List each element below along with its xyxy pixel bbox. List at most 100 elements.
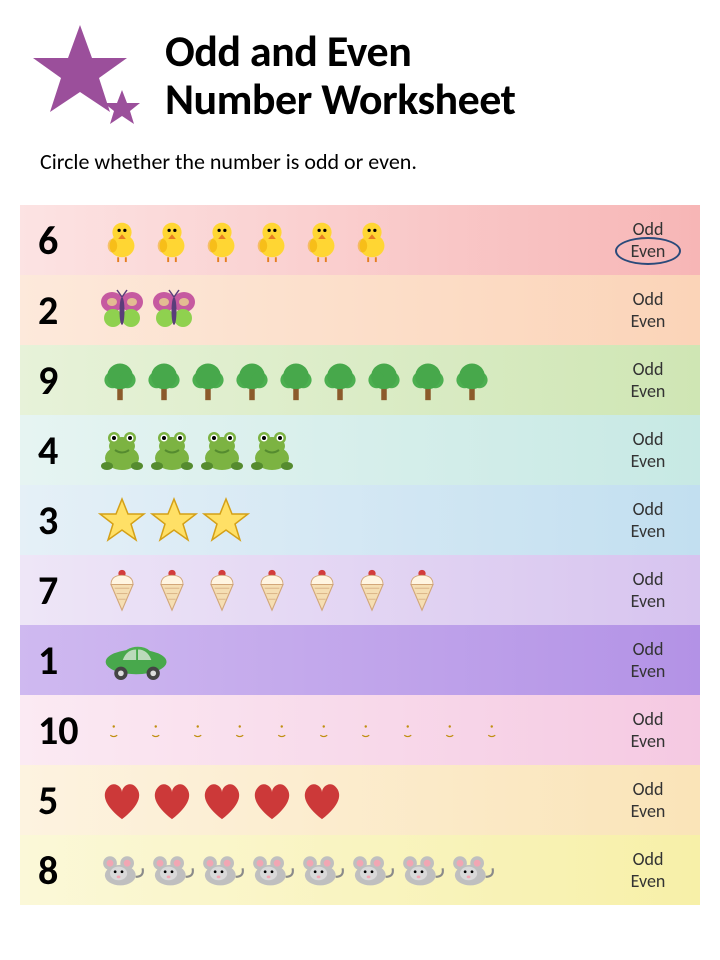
chick-icon bbox=[248, 216, 296, 264]
icecream-icon bbox=[198, 566, 246, 614]
tree-icon bbox=[142, 356, 186, 404]
mouse-icon bbox=[298, 846, 346, 894]
answer-even[interactable]: Even bbox=[608, 310, 688, 333]
chick-icon bbox=[148, 216, 196, 264]
answer-options: OddEven bbox=[608, 498, 688, 543]
star-logo-icon bbox=[30, 20, 150, 130]
moon-icon bbox=[476, 706, 518, 754]
answer-even[interactable]: Even bbox=[608, 660, 688, 683]
answer-even[interactable]: Even bbox=[608, 800, 688, 823]
moon-icon bbox=[224, 706, 266, 754]
tree-icon bbox=[230, 356, 274, 404]
row-number: 3 bbox=[38, 496, 98, 545]
answer-even[interactable]: Even bbox=[608, 450, 688, 473]
moon-icon bbox=[392, 706, 434, 754]
answer-even[interactable]: Even bbox=[608, 590, 688, 613]
answer-even[interactable]: Even bbox=[608, 520, 688, 543]
title-line-2: Number Worksheet bbox=[165, 75, 515, 123]
answer-options: OddEven bbox=[608, 358, 688, 403]
heart-icon bbox=[298, 776, 346, 824]
frog-icon bbox=[198, 426, 246, 474]
row-icons bbox=[98, 695, 608, 765]
page-title: Odd and Even Number Worksheet bbox=[165, 27, 515, 124]
mouse-icon bbox=[448, 846, 496, 894]
worksheet-row: 6 bbox=[20, 205, 700, 275]
tree-icon bbox=[450, 356, 494, 404]
mouse-icon bbox=[98, 846, 146, 894]
row-number: 10 bbox=[38, 706, 98, 755]
butterfly-icon bbox=[150, 286, 198, 334]
answer-even[interactable]: Even bbox=[608, 730, 688, 753]
moon-icon bbox=[140, 706, 182, 754]
mouse-icon bbox=[248, 846, 296, 894]
answer-even[interactable]: Even bbox=[608, 240, 688, 263]
car-icon bbox=[98, 636, 178, 684]
answer-odd[interactable]: Odd bbox=[608, 498, 688, 521]
worksheet-row: 9 bbox=[20, 345, 700, 415]
chick-icon bbox=[198, 216, 246, 264]
tree-icon bbox=[406, 356, 450, 404]
answer-even[interactable]: Even bbox=[608, 870, 688, 893]
mouse-icon bbox=[398, 846, 446, 894]
frog-icon bbox=[98, 426, 146, 474]
answer-options: OddEven bbox=[608, 638, 688, 683]
row-icons bbox=[98, 345, 608, 415]
icecream-icon bbox=[148, 566, 196, 614]
mouse-icon bbox=[198, 846, 246, 894]
moon-icon bbox=[266, 706, 308, 754]
row-icons bbox=[98, 415, 608, 485]
row-icons bbox=[98, 625, 608, 695]
row-icons bbox=[98, 765, 608, 835]
row-icons bbox=[98, 555, 608, 625]
moon-icon bbox=[350, 706, 392, 754]
worksheet-row: 1 OddEven bbox=[20, 625, 700, 695]
row-number: 7 bbox=[38, 566, 98, 615]
chick-icon bbox=[98, 216, 146, 264]
tree-icon bbox=[318, 356, 362, 404]
answer-odd[interactable]: Odd bbox=[608, 428, 688, 451]
row-number: 8 bbox=[38, 846, 98, 895]
row-icons bbox=[98, 485, 608, 555]
answer-options: OddEven bbox=[608, 778, 688, 823]
row-number: 5 bbox=[38, 776, 98, 825]
row-icons bbox=[98, 835, 608, 905]
row-number: 2 bbox=[38, 286, 98, 335]
title-line-1: Odd and Even bbox=[165, 27, 515, 75]
header: Odd and Even Number Worksheet bbox=[0, 0, 720, 140]
answer-odd[interactable]: Odd bbox=[608, 708, 688, 731]
moon-icon bbox=[182, 706, 224, 754]
worksheet-row: 2 OddEven bbox=[20, 275, 700, 345]
answer-options: OddEven bbox=[608, 708, 688, 753]
answer-odd[interactable]: Odd bbox=[608, 568, 688, 591]
answer-odd[interactable]: Odd bbox=[608, 778, 688, 801]
answer-odd[interactable]: Odd bbox=[608, 288, 688, 311]
worksheet-rows: 6 bbox=[0, 195, 720, 905]
worksheet-row: 4 bbox=[20, 415, 700, 485]
chick-icon bbox=[298, 216, 346, 264]
worksheet-row: 5 OddEven bbox=[20, 765, 700, 835]
moon-icon bbox=[98, 706, 140, 754]
tree-icon bbox=[186, 356, 230, 404]
answer-options: OddEven bbox=[608, 848, 688, 893]
heart-icon bbox=[98, 776, 146, 824]
answer-odd[interactable]: Odd bbox=[608, 638, 688, 661]
icecream-icon bbox=[98, 566, 146, 614]
star-icon bbox=[150, 496, 198, 544]
tree-icon bbox=[98, 356, 142, 404]
star-icon bbox=[202, 496, 250, 544]
icecream-icon bbox=[248, 566, 296, 614]
row-number: 4 bbox=[38, 426, 98, 475]
instruction-text: Circle whether the number is odd or even… bbox=[0, 140, 720, 195]
mouse-icon bbox=[148, 846, 196, 894]
tree-icon bbox=[362, 356, 406, 404]
answer-even[interactable]: Even bbox=[608, 380, 688, 403]
answer-odd[interactable]: Odd bbox=[608, 358, 688, 381]
chick-icon bbox=[348, 216, 396, 264]
worksheet-row: 3 OddEven bbox=[20, 485, 700, 555]
frog-icon bbox=[148, 426, 196, 474]
answer-odd[interactable]: Odd bbox=[608, 848, 688, 871]
icecream-icon bbox=[298, 566, 346, 614]
moon-icon bbox=[308, 706, 350, 754]
mouse-icon bbox=[348, 846, 396, 894]
answer-options: OddEven bbox=[608, 568, 688, 613]
